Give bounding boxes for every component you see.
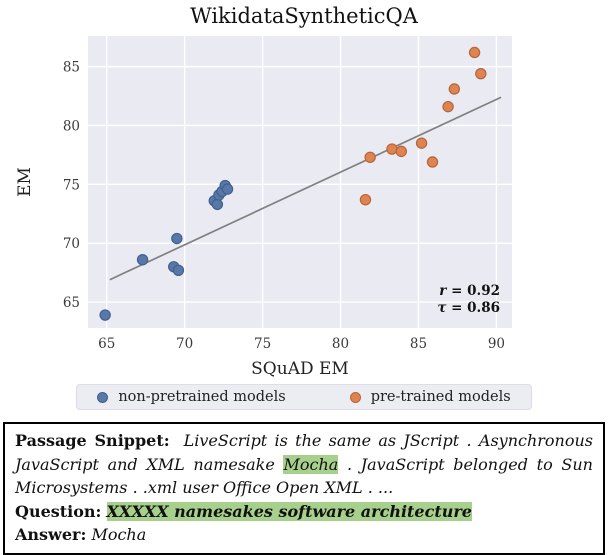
scatter-point-pre-trained <box>442 100 454 113</box>
scatter-point-pre-trained <box>395 145 408 158</box>
answer-label: Answer: <box>15 525 87 545</box>
scatter-point-non-pretrained <box>99 309 111 321</box>
passage-text-1: LiveScript is the same as JScript . Asyn… <box>15 431 593 474</box>
question-label: Question: <box>15 501 102 521</box>
stat-annotation: τ = 0.86 <box>437 300 500 316</box>
scatter-point-pre-trained <box>468 46 481 59</box>
chart-title: WikidataSyntheticQA <box>190 4 418 28</box>
scatter-point-pre-trained <box>415 137 428 149</box>
x-tick-label: 65 <box>98 336 115 352</box>
scatter-plot: 65 70 75 80 85 90 65 70 75 80 85 r = 0.92τ = 0.86 SQ… <box>15 36 512 379</box>
y-axis-label: EM <box>15 167 35 197</box>
legend-marker-blue-dot-icon <box>97 391 109 403</box>
chart-legend: non-pretrained models pre-trained models <box>76 384 532 410</box>
question-line: Question: XXXXX namesakes software archi… <box>15 500 593 524</box>
x-axis-label: SQuAD EM <box>251 359 349 379</box>
x-tick-label: 80 <box>332 336 349 352</box>
legend-label-non-pretrained: non-pretrained models <box>118 389 286 405</box>
answer-text: Mocha <box>91 525 147 545</box>
scatter-point-pre-trained <box>364 151 376 163</box>
scatter-point-non-pretrained <box>172 264 185 277</box>
passage-label: Passage Snippet: <box>15 431 170 450</box>
scatter-point-non-pretrained <box>171 232 183 245</box>
passage-highlight-answer: Mocha <box>283 454 339 474</box>
answer-line: Answer: Mocha <box>15 523 593 547</box>
legend-item-pre-trained: pre-trained models <box>349 389 511 405</box>
x-tick-label: 70 <box>176 336 193 352</box>
scatter-point-non-pretrained <box>211 198 224 211</box>
x-tick-label: 90 <box>488 336 505 352</box>
trend-line <box>109 96 502 281</box>
question-text-highlighted: XXXXX namesakes software architecture <box>106 501 472 521</box>
stat-annotation: r = 0.92 <box>439 283 500 299</box>
qa-example-box: Passage Snippet: LiveScript is the same a… <box>3 422 605 555</box>
scatter-point-pre-trained <box>475 67 487 80</box>
x-tick-label: 75 <box>254 336 271 352</box>
y-tick-label: 85 <box>63 60 80 76</box>
y-tick-label: 65 <box>63 295 80 311</box>
passage-text-2: . JavaScript belonged to Sun Microsystem… <box>15 454 593 498</box>
y-tick-label: 75 <box>63 177 80 193</box>
scatter-point-pre-trained <box>426 156 439 168</box>
scatter-point-non-pretrained <box>221 183 234 195</box>
passage-snippet: Passage Snippet: LiveScript is the same a… <box>15 429 593 500</box>
scatter-point-non-pretrained <box>136 254 149 266</box>
scatter-point-pre-trained <box>386 143 398 155</box>
legend-item-non-pretrained: non-pretrained models <box>97 389 286 405</box>
plot-background <box>88 36 512 328</box>
scatter-point-pre-trained <box>448 83 461 95</box>
scatter-point-pre-trained <box>359 193 372 206</box>
y-tick-label: 70 <box>63 236 80 252</box>
legend-label-pre-trained: pre-trained models <box>370 389 511 405</box>
legend-marker-orange-dot-icon <box>349 391 361 403</box>
y-tick-label: 80 <box>63 118 80 134</box>
x-tick-label: 85 <box>410 336 427 352</box>
